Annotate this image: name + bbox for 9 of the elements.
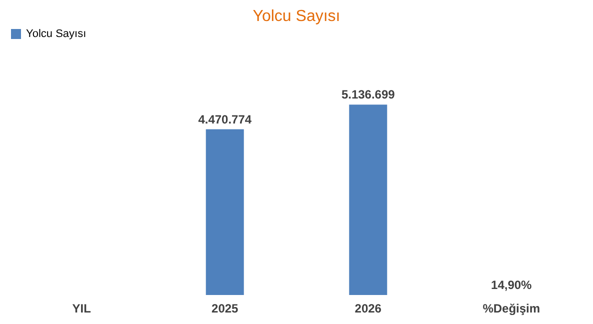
data-label: 5.136.699 bbox=[341, 88, 396, 102]
chart-title: Yolcu Sayısı bbox=[252, 8, 340, 25]
x-tick-label: 2025 bbox=[212, 302, 239, 316]
x-tick-label: 2026 bbox=[354, 302, 382, 316]
data-label: 14,90% bbox=[491, 278, 532, 292]
legend-label: Yolcu Sayısı bbox=[26, 28, 86, 40]
data-label: 4.470.774 bbox=[198, 112, 252, 126]
x-tick-label: YIL bbox=[72, 302, 91, 316]
x-tick-label: %Değişim bbox=[482, 302, 540, 316]
